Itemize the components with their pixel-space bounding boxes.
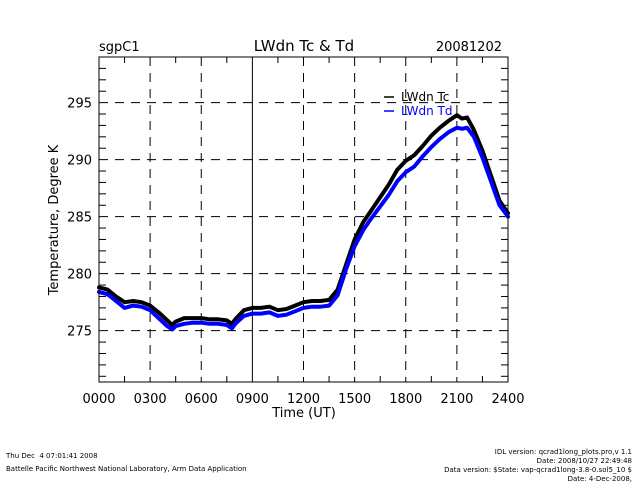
x-tick-label: 1800 [389, 392, 422, 407]
x-tick-label: 2400 [491, 392, 524, 407]
footer-left: Thu Dec 4 07:01:41 2008 Battelle Pacific… [6, 452, 247, 474]
footer-right: IDL version: qcrad1long_plots.pro,v 1.1 … [444, 448, 632, 484]
x-tick-label: 0300 [134, 392, 167, 407]
series-line-lwdn-tc [97, 113, 510, 327]
y-tick-label: 280 [67, 268, 92, 283]
y-tick-label: 275 [67, 325, 92, 340]
y-axis-label: Temperature, Degree K [47, 144, 62, 296]
footer-data-date: Date: 4-Dec-2008, [567, 475, 632, 483]
x-tick-label: 2100 [440, 392, 473, 407]
series-line-lwdn-td [97, 125, 510, 332]
y-tick-labels: 275 280 285 290 295 [67, 97, 92, 340]
chart-title: LWdn Tc & Td [254, 37, 354, 55]
grid-layer [99, 57, 508, 382]
series-layer [97, 113, 510, 332]
x-tick-label: 0000 [82, 392, 115, 407]
x-tick-label: 1500 [338, 392, 371, 407]
footer-organization: Battelle Pacific Northwest National Labo… [6, 465, 247, 473]
date-label: 20081202 [436, 40, 502, 55]
y-tick-label: 290 [67, 154, 92, 169]
legend-label: LWdn Tc [401, 90, 449, 104]
x-tick-labels: 0000 0300 0600 0900 1200 1500 1800 2100 2400 [82, 392, 524, 407]
x-tick-label: 0900 [236, 392, 269, 407]
plot-frame [98, 56, 509, 383]
y-tick-label: 295 [67, 97, 92, 112]
x-axis-label: Time (UT) [271, 406, 336, 421]
footer-idl-version: IDL version: qcrad1long_plots.pro,v 1.1 [494, 448, 632, 456]
site-label: sgpC1 [99, 40, 140, 55]
legend-label: LWdn Td [401, 104, 452, 118]
footer-timestamp: Thu Dec 4 07:01:41 2008 [6, 452, 98, 460]
x-tick-label: 1200 [287, 392, 320, 407]
x-tick-label: 0600 [185, 392, 218, 407]
footer-data-version: Data version: $State: vap-qcrad1long-3.8… [444, 466, 632, 474]
footer-idl-date: Date: 2008/10/27 22:49:48 [536, 457, 632, 465]
ticks-layer [99, 56, 508, 382]
y-tick-label: 285 [67, 211, 92, 226]
